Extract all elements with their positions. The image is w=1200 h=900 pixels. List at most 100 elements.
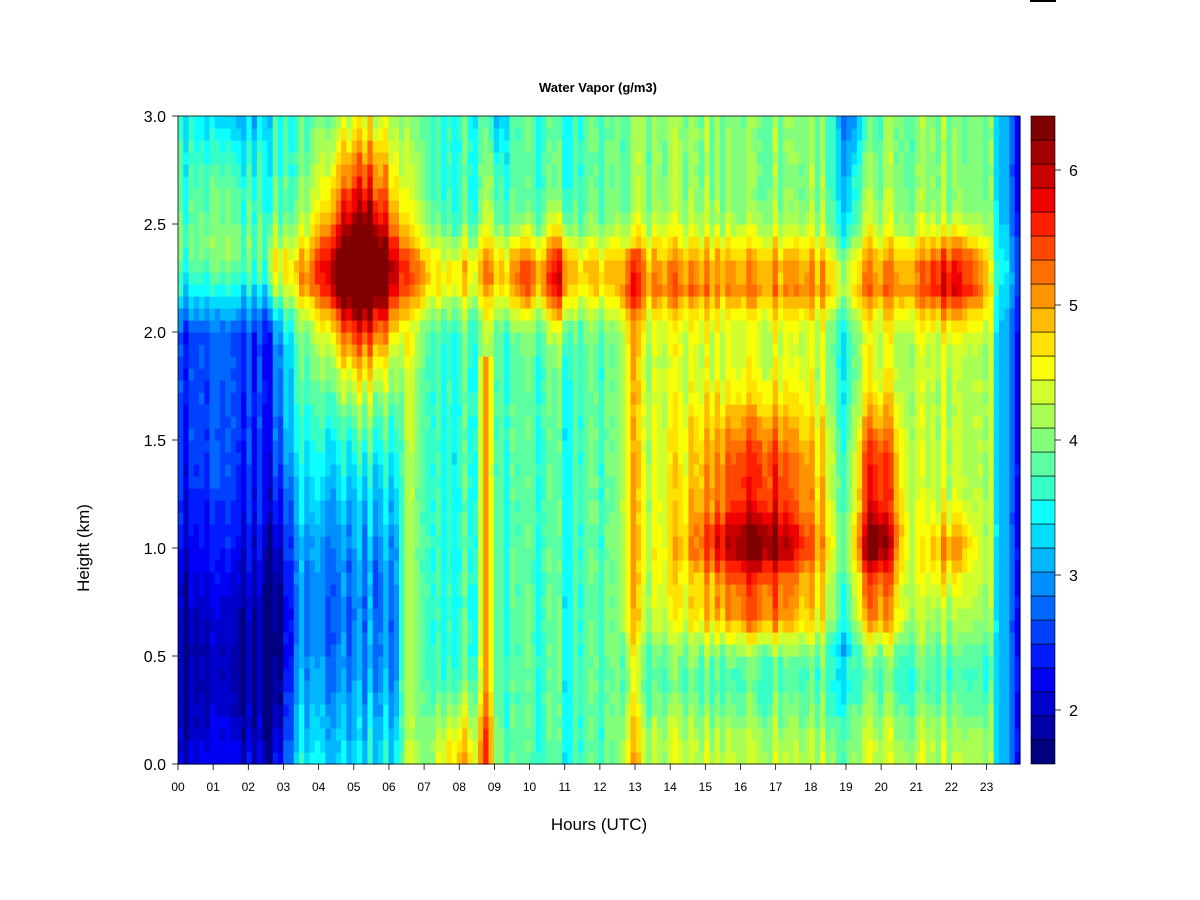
heatmap-cell <box>535 608 542 621</box>
heatmap-cell <box>235 740 242 753</box>
heatmap-cell <box>241 512 248 525</box>
heatmap-cell <box>451 620 458 633</box>
heatmap-cell <box>356 728 363 741</box>
heatmap-cell <box>435 344 442 357</box>
heatmap-cell <box>262 440 269 453</box>
heatmap-cell <box>277 524 284 537</box>
heatmap-cell <box>362 572 369 585</box>
heatmap-cell <box>562 224 569 237</box>
heatmap-cell <box>288 188 295 201</box>
heatmap-cell <box>567 548 574 561</box>
heatmap-cell <box>267 404 274 417</box>
heatmap-cell <box>356 704 363 717</box>
heatmap-cell <box>277 116 284 129</box>
heatmap-cell <box>588 356 595 369</box>
heatmap-cell <box>614 464 621 477</box>
heatmap-cell <box>614 200 621 213</box>
heatmap-cell <box>446 224 453 237</box>
heatmap-cell <box>462 560 469 573</box>
heatmap-cell <box>583 704 590 717</box>
heatmap-cell <box>541 308 547 321</box>
heatmap-cell <box>609 476 616 489</box>
heatmap-cell <box>620 680 626 693</box>
heatmap-cell <box>614 728 621 741</box>
heatmap-cell <box>420 140 426 153</box>
heatmap-cell <box>209 488 216 501</box>
heatmap-cell <box>356 656 363 669</box>
heatmap-cell <box>383 272 390 285</box>
heatmap-cell <box>330 704 337 717</box>
heatmap-cell <box>225 416 232 429</box>
heatmap-cell <box>483 128 490 141</box>
heatmap-cell <box>593 572 600 585</box>
heatmap-cell <box>230 212 237 225</box>
heatmap-cell <box>351 524 358 537</box>
heatmap-cell <box>288 620 295 633</box>
heatmap-cell <box>514 248 521 261</box>
heatmap-cell <box>304 572 311 585</box>
heatmap-cell <box>656 356 663 369</box>
heatmap-cell <box>472 224 479 237</box>
heatmap-cell <box>220 536 226 549</box>
heatmap-cell <box>641 332 647 345</box>
heatmap-cell <box>404 200 411 213</box>
heatmap-cell <box>456 152 463 165</box>
heatmap-cell <box>599 296 605 309</box>
heatmap-cell <box>562 272 569 285</box>
heatmap-cell <box>188 632 195 645</box>
heatmap-cell <box>341 560 347 573</box>
heatmap-cell <box>388 524 395 537</box>
heatmap-cell <box>288 368 295 381</box>
heatmap-cell <box>304 440 311 453</box>
heatmap-cell <box>472 152 479 165</box>
heatmap-cell <box>399 524 405 537</box>
heatmap-cell <box>562 608 569 621</box>
heatmap-cell <box>325 308 332 321</box>
heatmap-cell <box>625 692 632 705</box>
heatmap-cell <box>377 572 384 585</box>
heatmap-cell <box>625 560 632 573</box>
heatmap-cell <box>277 284 284 297</box>
heatmap-cell <box>535 476 542 489</box>
heatmap-cell <box>625 512 632 525</box>
heatmap-cell <box>630 428 637 441</box>
heatmap-cell <box>420 476 426 489</box>
heatmap-cell <box>599 260 605 273</box>
heatmap-cell <box>304 356 311 369</box>
heatmap-cell <box>425 740 432 753</box>
heatmap-cell <box>551 200 558 213</box>
heatmap-cell <box>404 680 411 693</box>
heatmap-cell <box>620 488 626 501</box>
heatmap-cell <box>477 668 484 681</box>
heatmap-cell <box>525 452 532 465</box>
heatmap-cell <box>546 416 553 429</box>
heatmap-cell <box>277 488 284 501</box>
heatmap-cell <box>399 200 405 213</box>
heatmap-cell <box>246 656 253 669</box>
heatmap-cell <box>599 176 605 189</box>
heatmap-cell <box>630 392 637 405</box>
heatmap-cell <box>509 296 516 309</box>
heatmap-cell <box>346 644 353 657</box>
heatmap-cell <box>351 296 358 309</box>
heatmap-cell <box>304 704 311 717</box>
heatmap-cell <box>404 740 411 753</box>
heatmap-cell <box>562 416 569 429</box>
heatmap-cell <box>293 704 300 717</box>
heatmap-cell <box>614 752 621 765</box>
heatmap-cell <box>451 284 458 297</box>
heatmap-cell <box>609 536 616 549</box>
heatmap-cell <box>525 752 532 765</box>
heatmap-cell <box>309 140 316 153</box>
heatmap-cell <box>441 152 447 165</box>
heatmap-cell <box>425 680 432 693</box>
heatmap-cell <box>499 500 505 513</box>
heatmap-cell <box>462 296 469 309</box>
heatmap-cell <box>351 752 358 765</box>
heatmap-cell <box>477 608 484 621</box>
heatmap-cell <box>567 620 574 633</box>
heatmap-cell <box>425 200 432 213</box>
heatmap-cell <box>630 224 637 237</box>
heatmap-cell <box>246 164 253 177</box>
heatmap-cell <box>662 596 669 609</box>
